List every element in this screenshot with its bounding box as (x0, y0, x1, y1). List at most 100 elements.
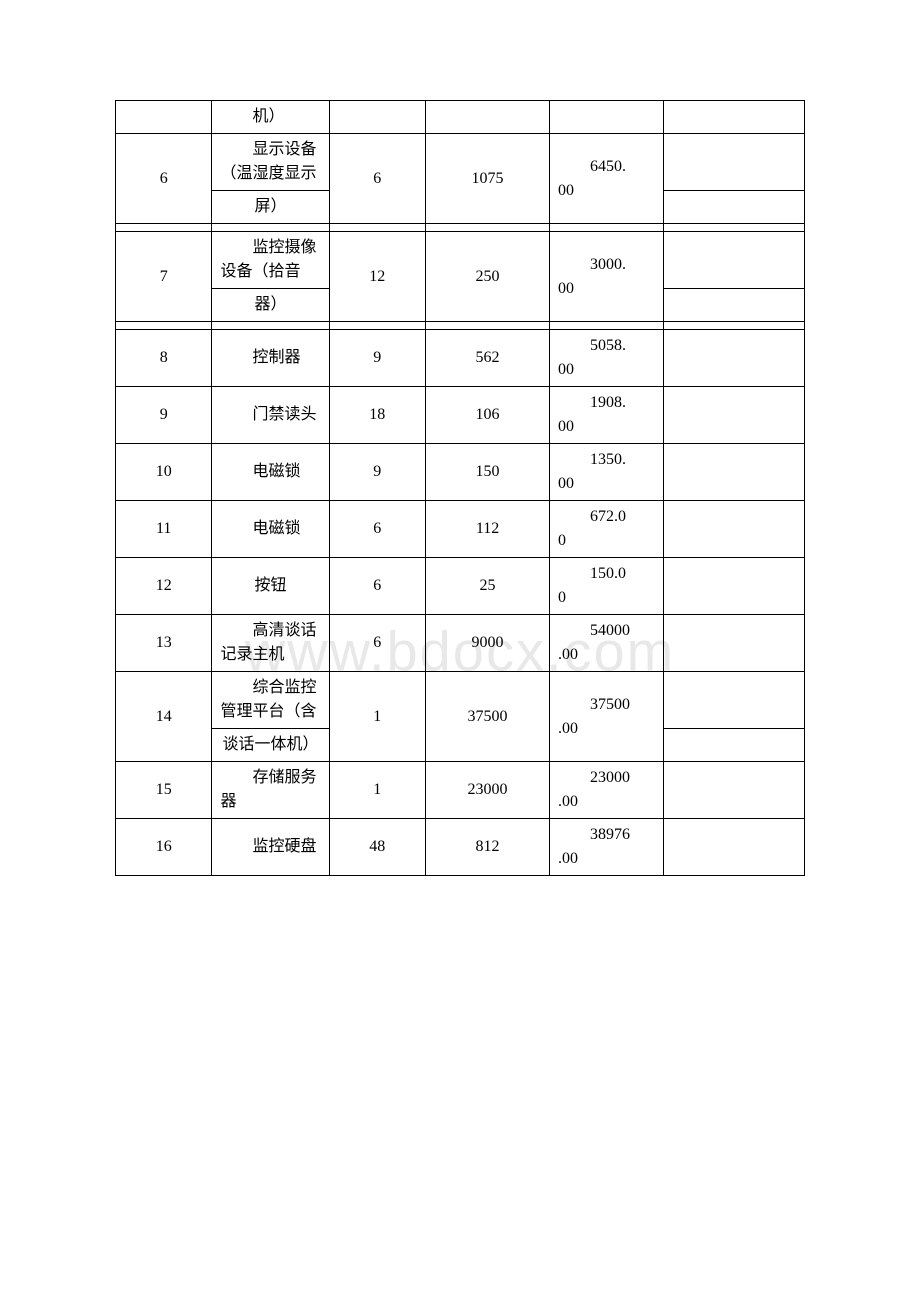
item-qty: 6 (329, 615, 425, 672)
cell (426, 224, 550, 232)
item-no: 10 (116, 444, 212, 501)
item-name: 高清谈话记录主机 (212, 615, 329, 672)
item-remark (663, 672, 804, 729)
item-name: 监控硬盘 (212, 819, 329, 876)
cell (663, 224, 804, 232)
item-name: 显示设备（温湿度显示 (212, 134, 329, 191)
cell (550, 322, 664, 330)
item-price: 9000 (426, 615, 550, 672)
item-remark (663, 615, 804, 672)
item-qty: 1 (329, 762, 425, 819)
table-row: 机） (116, 101, 805, 134)
item-price: 112 (426, 501, 550, 558)
item-name: 综合监控管理平台（含 (212, 672, 329, 729)
item-total: 1350.00 (550, 444, 664, 501)
item-no: 16 (116, 819, 212, 876)
item-name: 门禁读头 (212, 387, 329, 444)
table-row: 11电磁锁6112672.00 (116, 501, 805, 558)
item-price: 812 (426, 819, 550, 876)
table-row: 12按钮625150.00 (116, 558, 805, 615)
item-name-cont: 器） (212, 289, 329, 322)
cell (329, 224, 425, 232)
item-name: 按钮 (212, 558, 329, 615)
item-total: 37500.00 (550, 672, 664, 762)
item-price: 250 (426, 232, 550, 322)
item-total: 672.00 (550, 501, 664, 558)
cell (329, 322, 425, 330)
cell (426, 322, 550, 330)
item-price: 150 (426, 444, 550, 501)
cell (116, 322, 212, 330)
item-name: 监控摄像设备（拾音 (212, 232, 329, 289)
item-no: 12 (116, 558, 212, 615)
gap-row (116, 224, 805, 232)
item-remark (663, 819, 804, 876)
table-row: 10电磁锁91501350.00 (116, 444, 805, 501)
cell (663, 322, 804, 330)
item-qty: 1 (329, 672, 425, 762)
item-no: 7 (116, 232, 212, 322)
item-total: 38976.00 (550, 819, 664, 876)
item-no: 14 (116, 672, 212, 762)
item-price: 1075 (426, 134, 550, 224)
cell (663, 729, 804, 762)
table-row: 15存储服务器12300023000.00 (116, 762, 805, 819)
item-total: 3000.00 (550, 232, 664, 322)
item-name-cont: 屏） (212, 191, 329, 224)
item-remark (663, 762, 804, 819)
item-name-cont: 谈话一体机） (212, 729, 329, 762)
item-no: 13 (116, 615, 212, 672)
item-name: 控制器 (212, 330, 329, 387)
item-qty: 9 (329, 444, 425, 501)
item-no: 9 (116, 387, 212, 444)
item-qty: 18 (329, 387, 425, 444)
table-row: 14综合监控管理平台（含13750037500.00 (116, 672, 805, 729)
item-remark (663, 558, 804, 615)
item-total: 23000.00 (550, 762, 664, 819)
item-qty: 6 (329, 501, 425, 558)
cell (663, 289, 804, 322)
item-remark (663, 232, 804, 289)
item-remark (663, 501, 804, 558)
item-no: 8 (116, 330, 212, 387)
item-qty: 6 (329, 558, 425, 615)
item-no: 6 (116, 134, 212, 224)
cell (550, 224, 664, 232)
item-total: 54000.00 (550, 615, 664, 672)
item-no: 11 (116, 501, 212, 558)
item-total: 150.00 (550, 558, 664, 615)
item-remark (663, 444, 804, 501)
item-price: 562 (426, 330, 550, 387)
cell (663, 191, 804, 224)
item-total (550, 101, 664, 134)
cell (212, 322, 329, 330)
item-remark (663, 134, 804, 191)
item-no (116, 101, 212, 134)
table-row: 6显示设备（温湿度显示610756450.00 (116, 134, 805, 191)
item-remark (663, 330, 804, 387)
item-price (426, 101, 550, 134)
item-name: 电磁锁 (212, 444, 329, 501)
item-remark (663, 101, 804, 134)
table-row: 16监控硬盘4881238976.00 (116, 819, 805, 876)
item-total: 5058.00 (550, 330, 664, 387)
item-price: 25 (426, 558, 550, 615)
item-qty: 9 (329, 330, 425, 387)
item-total: 1908.00 (550, 387, 664, 444)
table-row: 7监控摄像设备（拾音122503000.00 (116, 232, 805, 289)
item-no: 15 (116, 762, 212, 819)
table-row: 9门禁读头181061908.00 (116, 387, 805, 444)
gap-row (116, 322, 805, 330)
item-name: 机） (212, 101, 329, 134)
item-qty: 48 (329, 819, 425, 876)
item-qty: 12 (329, 232, 425, 322)
item-qty: 6 (329, 134, 425, 224)
item-price: 106 (426, 387, 550, 444)
item-total: 6450.00 (550, 134, 664, 224)
cell (116, 224, 212, 232)
cell (212, 224, 329, 232)
table-row: 8控制器95625058.00 (116, 330, 805, 387)
equipment-table: 机）6显示设备（温湿度显示610756450.00屏）7监控摄像设备（拾音122… (115, 100, 805, 876)
item-name: 电磁锁 (212, 501, 329, 558)
table-row: 13高清谈话记录主机6900054000.00 (116, 615, 805, 672)
